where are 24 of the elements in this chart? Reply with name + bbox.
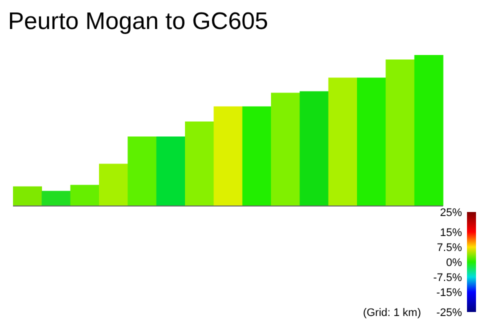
color-bar-label: -25% <box>436 306 462 319</box>
bar <box>386 60 415 206</box>
chart-title: Peurto Mogan to GC605 <box>8 8 268 36</box>
bar <box>70 184 100 206</box>
color-bar-label: 0% <box>446 256 462 269</box>
bar <box>42 190 71 206</box>
bar <box>414 55 444 206</box>
bar <box>300 91 329 206</box>
bar <box>128 136 157 206</box>
color-bar-label: -15% <box>436 286 462 299</box>
text: (Grid: 1 km) <box>362 306 421 319</box>
color-bar-label: 15% <box>440 226 462 239</box>
bar <box>156 136 186 206</box>
bar <box>357 78 386 206</box>
bar <box>13 186 42 206</box>
bar <box>214 106 243 206</box>
color-bar-label: -7.5% <box>433 272 462 284</box>
bar <box>185 121 214 206</box>
color-bar-label: 7.5% <box>436 242 462 254</box>
bar <box>328 78 358 206</box>
bar <box>99 164 128 206</box>
bar <box>242 106 272 206</box>
color-bar-label: 25% <box>440 206 462 219</box>
bar <box>271 92 300 206</box>
